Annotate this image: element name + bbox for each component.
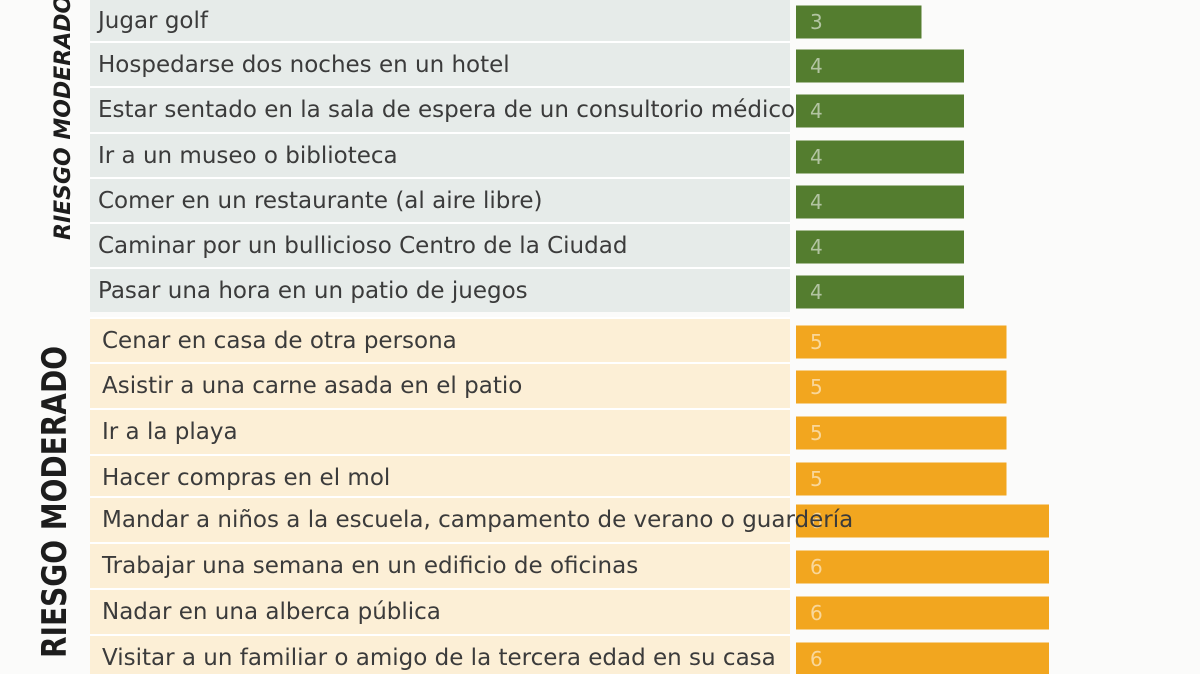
bar-4: [796, 140, 964, 174]
bar-6: [796, 230, 964, 264]
bar-3: [796, 94, 964, 128]
bar-14: [796, 596, 1049, 630]
bar-8: [796, 325, 1007, 359]
bar-value-label-6: 4: [810, 235, 823, 259]
bars: 3 4 4 4 4 4 4 5 5 5 5 6 6 6 6: [796, 5, 1049, 674]
activity-label-6: Caminar por un bullicioso Centro de la C…: [98, 233, 627, 259]
activity-label-1: Jugar golf: [96, 8, 209, 34]
activity-label-14: Nadar en una alberca pública: [102, 599, 441, 625]
section-labels: RIESGO MODERADO-BA RIESGO MODERADO: [35, 0, 76, 658]
activity-label-8: Cenar en casa de otra persona: [102, 328, 457, 354]
bar-value-label-7: 4: [810, 280, 823, 304]
activity-label-5: Comer en un restaurante (al aire libre): [98, 188, 542, 214]
activity-label-12: Mandar a niños a la escuela, campamento …: [102, 507, 853, 533]
bar-9: [796, 370, 1007, 404]
bar-value-label-2: 4: [810, 54, 823, 78]
bar-15: [796, 642, 1049, 674]
section-label-moderado-bajo: RIESGO MODERADO-BA: [51, 0, 76, 240]
bar-value-label-15: 6: [810, 647, 823, 671]
activity-label-13: Trabajar una semana en un edificio de of…: [101, 553, 638, 579]
bar-11: [796, 462, 1007, 496]
activity-label-11: Hacer compras en el mol: [102, 465, 390, 491]
bar-13: [796, 550, 1049, 584]
bar-12: [796, 504, 1049, 538]
bar-1: [796, 5, 922, 39]
activity-label-10: Ir a la playa: [102, 419, 238, 445]
bar-value-label-12: 6: [810, 509, 823, 533]
bar-7: [796, 275, 964, 309]
activity-label-2: Hospedarse dos noches en un hotel: [98, 52, 510, 78]
bar-value-label-4: 4: [810, 145, 823, 169]
bar-value-label-10: 5: [810, 421, 823, 445]
section-label-moderado: RIESGO MODERADO: [35, 346, 75, 658]
bar-value-label-1: 3: [810, 10, 823, 34]
activity-label-9: Asistir a una carne asada en el patio: [102, 373, 522, 399]
activity-label-3: Estar sentado en la sala de espera de un…: [98, 97, 795, 123]
bar-value-label-11: 5: [810, 467, 823, 491]
bar-value-label-14: 6: [810, 601, 823, 625]
row-separators: [90, 41, 790, 636]
activity-label-7: Pasar una hora en un patio de juegos: [98, 278, 528, 304]
activity-label-4: Ir a un museo o biblioteca: [98, 143, 398, 169]
row-labels: Jugar golf Hospedarse dos noches en un ho…: [96, 8, 853, 671]
bar-5: [796, 185, 964, 219]
section-background-0: [90, 0, 790, 312]
bar-value-label-13: 6: [810, 555, 823, 579]
activity-label-15: Visitar a un familiar o amigo de la terc…: [102, 645, 776, 671]
bar-value-label-5: 4: [810, 190, 823, 214]
bar-value-label-9: 5: [810, 375, 823, 399]
bar-2: [796, 49, 964, 83]
bar-value-label-3: 4: [810, 99, 823, 123]
bar-value-label-8: 5: [810, 330, 823, 354]
bar-10: [796, 416, 1007, 450]
